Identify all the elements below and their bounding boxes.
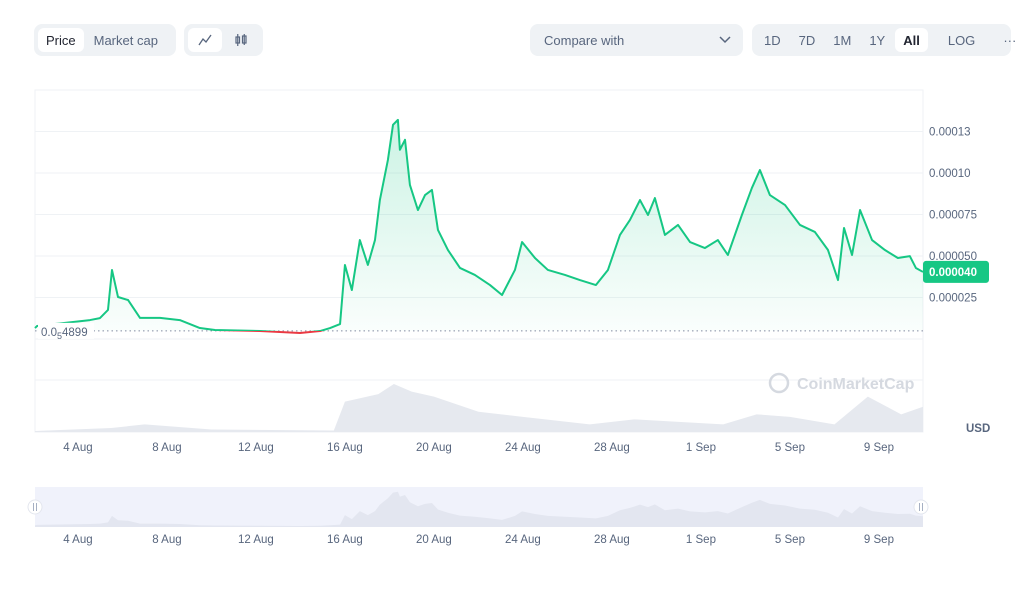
range-tabs: 1D 7D 1M 1Y All LOG ···	[752, 24, 1016, 56]
coinmarketcap-logo-icon	[768, 372, 790, 394]
x-tick-label: 5 Sep	[775, 442, 805, 454]
y-tick-label: 0.000025	[929, 293, 977, 305]
navigator-right-handle[interactable]	[913, 499, 929, 515]
chevron-down-icon	[719, 36, 731, 44]
navigator-x-tick-label: 20 Aug	[416, 534, 452, 546]
currency-label: USD	[966, 423, 990, 435]
x-tick-label: 20 Aug	[416, 442, 452, 454]
candlestick-button[interactable]	[224, 28, 258, 52]
navigator-x-tick-label: 1 Sep	[686, 534, 716, 546]
baseline-label-bg	[38, 322, 94, 339]
navigator-x-tick-label: 24 Aug	[505, 534, 541, 546]
x-tick-label: 8 Aug	[152, 442, 181, 454]
x-tick-label: 4 Aug	[63, 442, 92, 454]
plot-border	[34, 89, 924, 433]
price-area-fill	[35, 119, 923, 331]
baseline-label: 0.054899	[41, 327, 88, 341]
log-toggle[interactable]: LOG	[947, 32, 976, 48]
compare-with-label: Compare with	[544, 32, 625, 48]
range-1d[interactable]: 1D	[764, 32, 781, 48]
candlestick-icon	[235, 34, 247, 46]
y-tick-label: 0.000050	[929, 251, 977, 263]
navigator-left-handle[interactable]	[27, 499, 43, 515]
current-price-badge	[923, 260, 989, 283]
line-chart-button[interactable]	[188, 28, 222, 52]
compare-with-dropdown[interactable]: Compare with	[530, 24, 743, 56]
x-tick-label: 28 Aug	[594, 442, 630, 454]
more-options-button[interactable]: ···	[1003, 32, 1017, 48]
navigator-x-tick-label: 8 Aug	[152, 534, 181, 546]
chart-style-tabs	[184, 24, 263, 56]
x-tick-label: 9 Sep	[864, 442, 894, 454]
navigator-window	[35, 487, 923, 527]
tab-market-cap[interactable]: Market cap	[93, 32, 158, 48]
y-tick-label: 0.00010	[929, 168, 971, 180]
y-tick-label: 0.000075	[929, 210, 977, 222]
x-tick-label: 1 Sep	[686, 442, 716, 454]
navigator-x-tick-label: 12 Aug	[238, 534, 274, 546]
price-line-down	[214, 331, 324, 335]
navigator-x-tick-label: 16 Aug	[327, 534, 363, 546]
y-tick-label: 0.00013	[929, 127, 971, 139]
range-1y[interactable]: 1Y	[869, 32, 886, 48]
navigator-area	[35, 491, 923, 527]
watermark: CoinMarketCap	[797, 376, 915, 393]
line-chart-icon	[198, 34, 212, 46]
range-all[interactable]: All	[895, 28, 928, 52]
navigator-x-tick-label: 4 Aug	[63, 534, 92, 546]
volume-area	[35, 384, 923, 432]
x-tick-label: 16 Aug	[327, 442, 363, 454]
x-tick-label: 12 Aug	[238, 442, 274, 454]
navigator-x-tick-label: 9 Sep	[864, 534, 894, 546]
navigator-x-tick-label: 28 Aug	[594, 534, 630, 546]
range-7d[interactable]: 7D	[798, 32, 816, 48]
x-tick-label: 24 Aug	[505, 442, 541, 454]
range-1m[interactable]: 1M	[833, 32, 852, 48]
price-type-tabs: Price Market cap	[34, 24, 176, 56]
current-price-label: 0.000040	[929, 267, 977, 279]
tab-price[interactable]: Price	[38, 28, 84, 52]
price-line-up	[34, 118, 924, 331]
navigator-x-tick-label: 5 Sep	[775, 534, 805, 546]
